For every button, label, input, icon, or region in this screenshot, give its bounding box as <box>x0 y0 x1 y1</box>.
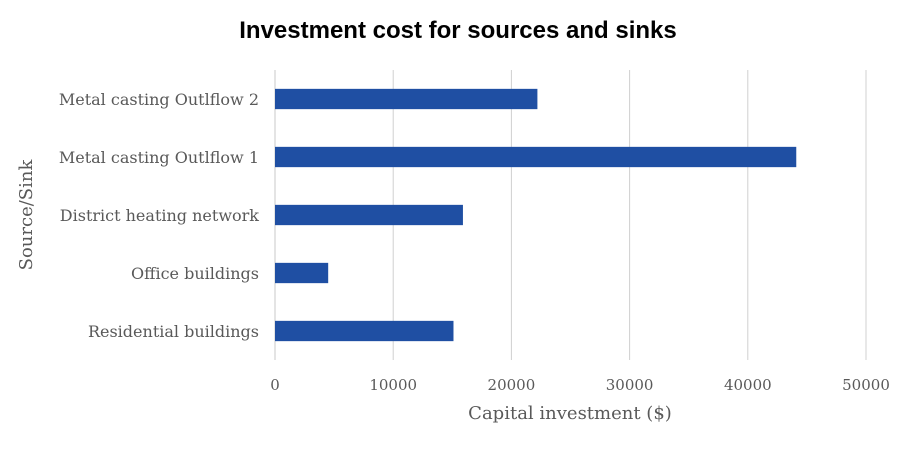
bar <box>275 146 797 168</box>
x-axis-title: Capital investment ($) <box>468 403 672 424</box>
x-tick-labels: 0 10000 20000 30000 40000 50000 <box>270 376 890 394</box>
bar <box>275 204 463 226</box>
x-tick-label: 30000 <box>606 376 654 394</box>
x-tick-label: 20000 <box>488 376 536 394</box>
category-label: Metal casting Outlflow 1 <box>59 148 259 167</box>
category-label: District heating network <box>60 206 260 225</box>
bar <box>275 262 329 284</box>
x-tick-label: 10000 <box>369 376 417 394</box>
y-axis-title: Source/Sink <box>16 159 37 271</box>
bars <box>275 88 797 342</box>
bar <box>275 320 454 342</box>
chart-title: Investment cost for sources and sinks <box>239 17 676 44</box>
category-label: Metal casting Outlflow 2 <box>59 90 259 109</box>
category-label: Residential buildings <box>88 322 259 341</box>
x-tick-label: 40000 <box>724 376 772 394</box>
bar <box>275 88 538 110</box>
x-tick-label: 0 <box>270 376 280 394</box>
category-label: Office buildings <box>131 264 259 283</box>
category-labels: Metal casting Outlflow 2 Metal casting Ou… <box>59 90 259 341</box>
x-tick-label: 50000 <box>842 376 890 394</box>
